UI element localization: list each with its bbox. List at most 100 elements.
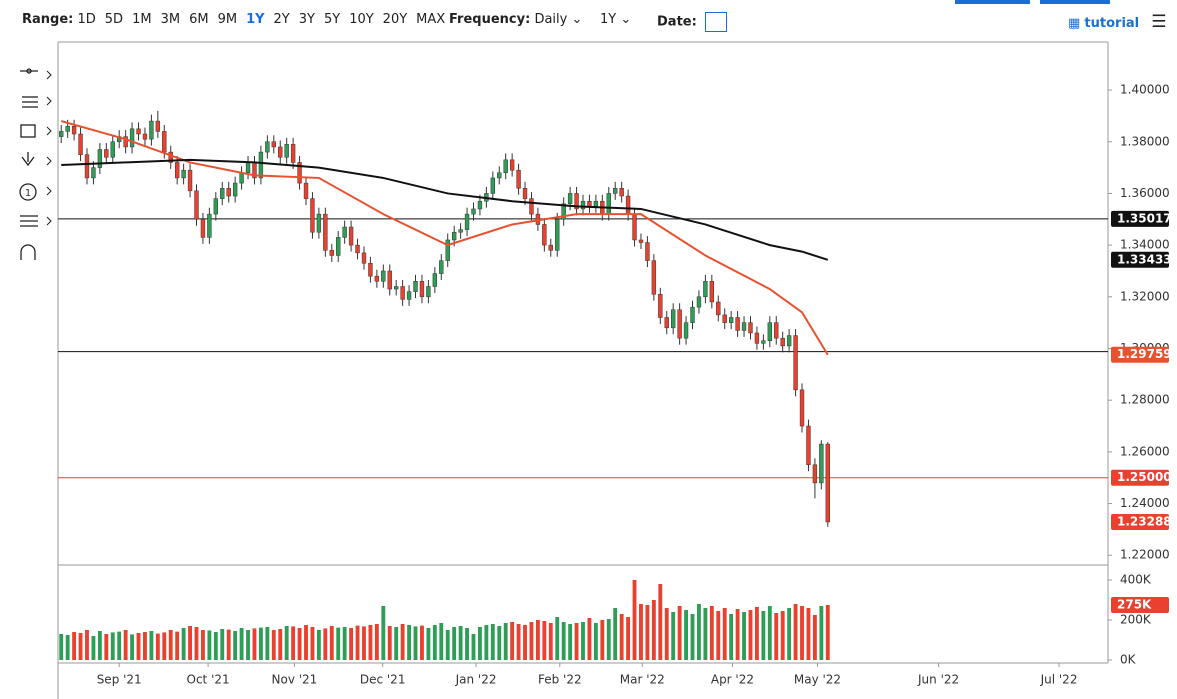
candle-body xyxy=(194,190,199,220)
volume-bar xyxy=(130,634,135,660)
x-tick-label: Jun '22 xyxy=(917,673,959,687)
volume-bar xyxy=(542,621,547,660)
candle-body xyxy=(471,208,476,215)
volume-bar xyxy=(490,624,495,660)
volume-bar xyxy=(458,626,463,660)
candle-body xyxy=(155,120,161,132)
volume-bar xyxy=(697,604,701,660)
volume-bar xyxy=(574,623,579,660)
candle-body xyxy=(806,425,811,466)
moving-average xyxy=(60,120,829,356)
volume-bar xyxy=(510,622,515,660)
volume-bar xyxy=(323,628,328,660)
volume-bar xyxy=(207,630,212,660)
volume-bar xyxy=(226,629,231,660)
range-button[interactable]: 6M xyxy=(189,12,209,27)
candle-body xyxy=(748,322,753,334)
x-tick-label: Dec '21 xyxy=(360,673,406,687)
period-select[interactable]: 1Y ⌄ xyxy=(600,12,632,27)
range-button[interactable]: 5D xyxy=(104,12,124,27)
volume-bar xyxy=(684,610,688,660)
range-button[interactable]: 10Y xyxy=(349,12,374,27)
candle-body xyxy=(97,149,103,168)
candle-body xyxy=(200,219,206,238)
candle-body xyxy=(84,154,90,179)
range-button[interactable]: 1Y xyxy=(246,12,265,27)
range-button[interactable]: 1D xyxy=(77,12,96,27)
volume-bar xyxy=(761,611,766,660)
candle-body xyxy=(142,133,148,140)
volume-bar xyxy=(162,632,167,660)
candle-body xyxy=(342,226,347,238)
candle-body xyxy=(683,322,689,339)
frequency: Frequency: Daily ⌄ xyxy=(449,12,583,27)
tab[interactable] xyxy=(1040,0,1110,4)
range-button[interactable]: 20Y xyxy=(382,12,408,27)
candle-body xyxy=(722,314,727,323)
candle-body xyxy=(516,169,521,189)
volume-bar xyxy=(664,608,669,660)
tool-counter: 1 xyxy=(25,188,31,199)
frequency-select[interactable]: Daily xyxy=(534,12,568,27)
candle-body xyxy=(136,128,141,135)
left-tools xyxy=(19,68,52,260)
period: 1Y xyxy=(600,12,617,27)
candle-body xyxy=(735,317,740,331)
candle-body xyxy=(793,335,798,391)
volume-bar xyxy=(452,627,457,660)
tutorial-link[interactable]: ▦ tutorial ☰ xyxy=(1068,12,1167,32)
range-button[interactable]: MAX xyxy=(416,12,446,27)
volume-bar xyxy=(677,606,682,660)
candle-body xyxy=(754,332,760,344)
volume-bar xyxy=(742,612,746,660)
volume-bar xyxy=(181,628,186,660)
volume-bar xyxy=(110,632,115,660)
candle-body xyxy=(445,239,450,261)
candle-body xyxy=(232,182,238,197)
volume-bar xyxy=(400,624,405,660)
level-label: 1.25000 xyxy=(1117,470,1172,484)
range-button[interactable]: 9M xyxy=(217,12,238,27)
y-tick-label: 1.24000 xyxy=(1120,496,1170,510)
tab[interactable] xyxy=(955,0,1030,4)
volume-bar xyxy=(310,627,315,660)
volume-bar xyxy=(143,632,147,660)
last-volume-label: 275K xyxy=(1117,598,1152,612)
candle-body xyxy=(91,167,96,179)
volume-bar xyxy=(291,626,296,660)
x-tick-label: Apr '22 xyxy=(711,673,754,687)
volume-bar xyxy=(97,631,102,660)
range-button[interactable]: 1M xyxy=(132,12,152,27)
candle-body xyxy=(819,443,824,484)
volume-bar xyxy=(645,605,650,660)
volume-bar xyxy=(484,625,489,660)
volume-bar xyxy=(767,606,772,660)
volume-bar xyxy=(754,607,759,660)
candle-body xyxy=(645,242,650,261)
volume-tick-label: 400K xyxy=(1120,573,1152,587)
date-picker[interactable] xyxy=(704,12,727,32)
range-button[interactable]: 2Y xyxy=(273,12,290,27)
range-button[interactable]: 3M xyxy=(160,12,181,27)
candle-body xyxy=(239,172,244,184)
frame xyxy=(57,41,1109,699)
range-button[interactable]: 3Y xyxy=(298,12,315,27)
candle-body xyxy=(464,213,470,230)
candle-body xyxy=(477,200,483,210)
candle-body xyxy=(394,286,399,290)
candle-body xyxy=(355,244,360,254)
range-button[interactable]: 5Y xyxy=(323,12,341,27)
volume-bar xyxy=(233,631,238,660)
y-tick-label: 1.32000 xyxy=(1120,289,1170,303)
tutorial: tutorial xyxy=(1084,16,1140,31)
volume-bar xyxy=(175,631,180,660)
candle-body xyxy=(658,293,663,318)
volume-bar xyxy=(529,622,534,660)
volume-bar xyxy=(413,626,418,660)
volume-bar xyxy=(716,611,721,660)
line-end-label: 1.29759 xyxy=(1117,347,1172,361)
candle-body xyxy=(812,464,818,484)
candle-body xyxy=(258,151,264,179)
candle-body xyxy=(245,162,251,174)
volume-bar xyxy=(548,623,553,660)
